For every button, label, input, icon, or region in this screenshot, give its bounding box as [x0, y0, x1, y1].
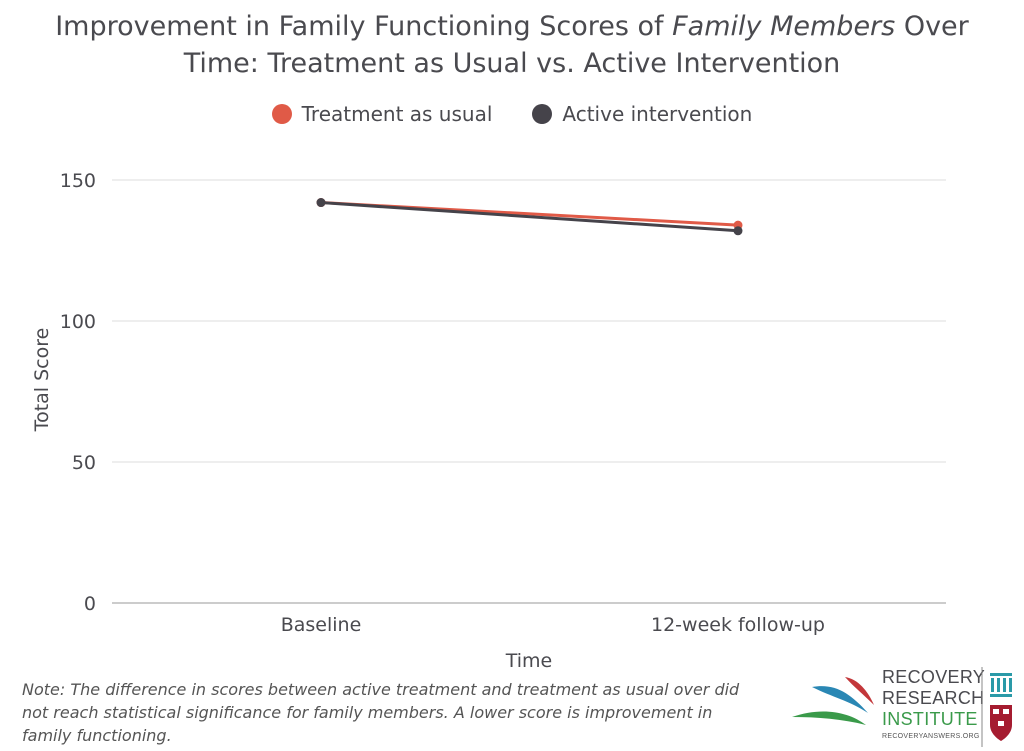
legend-label-treatment-as-usual: Treatment as usual	[301, 102, 493, 126]
legend-item-active-intervention: Active intervention	[532, 102, 752, 126]
title-line2: Time: Treatment as Usual vs. Active Inte…	[183, 48, 841, 79]
title-line1-post: Over	[895, 11, 969, 42]
legend-item-treatment-as-usual: Treatment as usual	[271, 102, 493, 126]
chart-note: Note: The difference in scores between a…	[22, 680, 740, 745]
x-tick-label: Baseline	[281, 614, 362, 636]
legend-marker-treatment-as-usual	[271, 104, 292, 124]
line-chart: 0 50 100 150 Baseline 12-week follow-up Time To…	[31, 170, 946, 670]
y-tick-label: 0	[84, 593, 96, 615]
legend: Treatment as usual Active intervention	[0, 102, 1024, 126]
harvard-shield-icon	[981, 667, 1012, 747]
y-tick-label: 50	[72, 452, 96, 474]
title-line1-pre: Improvement in Family Functioning Scores…	[55, 11, 673, 42]
data-point-active-intervention	[733, 226, 743, 236]
legend-label-active-intervention: Active intervention	[562, 102, 753, 126]
data-point-active-intervention	[316, 198, 326, 208]
y-axis-label: Total Score	[31, 328, 53, 433]
logo-line1: RECOVERY	[882, 667, 986, 687]
logo-text: RECOVERY RESEARCH INSTITUTE	[882, 667, 985, 730]
x-axis-label: Time	[505, 650, 553, 670]
logo-line2: RESEARCH	[882, 688, 985, 708]
series-line-active-intervention	[320, 201, 739, 233]
legend-marker-active-intervention	[532, 104, 553, 124]
logo-line3: INSTITUTE	[882, 709, 978, 729]
logo-url: RECOVERYANSWERS.ORG	[882, 733, 980, 740]
title-line1-em: Family Members	[672, 11, 896, 42]
y-tick-label: 100	[60, 311, 96, 333]
x-tick-label: 12-week follow-up	[651, 614, 825, 636]
logo-swoosh-icon	[792, 677, 874, 725]
chart-title: Improvement in Family Functioning Scores…	[0, 8, 1024, 82]
recovery-research-institute-logo: RECOVERY RESEARCH INSTITUTE RECOVERYANSW…	[790, 665, 1020, 747]
y-tick-label: 150	[60, 170, 96, 192]
